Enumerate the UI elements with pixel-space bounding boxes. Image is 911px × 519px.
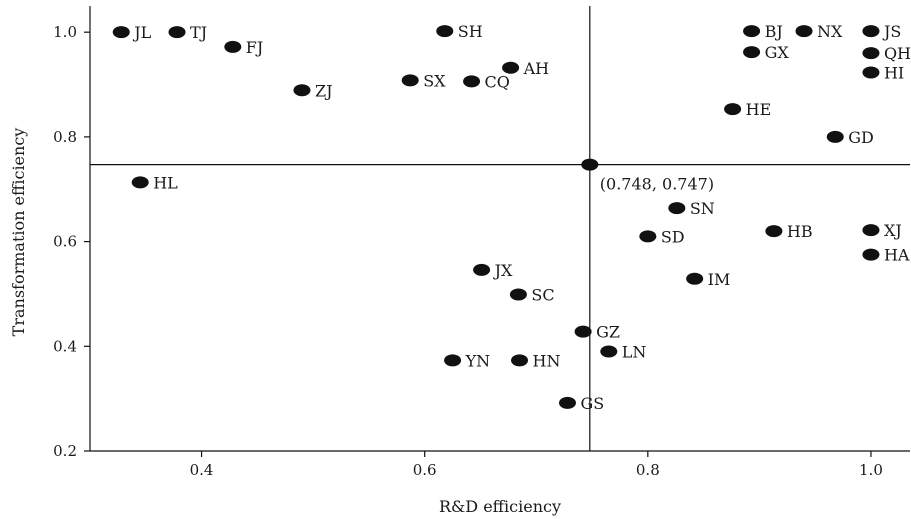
x-tick-label: 1.0: [859, 461, 883, 479]
point-label-hi: HI: [884, 63, 904, 82]
point-label-sh: SH: [458, 22, 483, 41]
point-label-gd: GD: [848, 128, 874, 147]
point-label-hn: HN: [533, 351, 561, 370]
point-label-fj: FJ: [246, 38, 264, 57]
point-ah: [502, 61, 520, 74]
axis-ticks: 0.4 0.6 0.8 1.0 0.2 0.4 0.6 0.8 1.0: [53, 23, 883, 479]
point-hb: [765, 225, 783, 238]
point-im: [686, 272, 704, 285]
point-sc: [509, 288, 527, 301]
point-label-ah: AH: [523, 59, 550, 78]
reference-point-marker: [581, 158, 599, 171]
point-ha: [862, 248, 880, 261]
point-sh: [436, 25, 454, 38]
point-nx: [795, 25, 813, 38]
point-hn: [511, 354, 529, 367]
point-hl: [131, 176, 149, 189]
point-bj: [743, 25, 761, 38]
y-tick-label: 0.6: [53, 233, 77, 251]
point-qh: [862, 47, 880, 60]
point-jx: [473, 263, 491, 276]
x-tick-label: 0.6: [413, 461, 437, 479]
reference-point-label: (0.748, 0.747): [600, 175, 714, 194]
point-label-yn: YN: [465, 351, 491, 370]
point-label-hl: HL: [153, 173, 178, 192]
point-hi: [862, 66, 880, 79]
point-label-xj: XJ: [884, 221, 902, 240]
point-sn: [668, 202, 686, 215]
point-label-cq: CQ: [485, 72, 510, 91]
point-label-zj: ZJ: [315, 81, 333, 100]
point-tj: [168, 26, 186, 39]
point-label-gx: GX: [765, 43, 790, 62]
plot-frame: [89, 6, 910, 452]
point-jl: [112, 26, 130, 39]
point-label-tj: TJ: [190, 23, 207, 42]
point-yn: [444, 354, 462, 367]
point-label-jx: JX: [493, 261, 513, 280]
y-axis-title: Transformation efficiency: [9, 128, 28, 337]
point-fj: [224, 40, 242, 53]
point-label-sd: SD: [661, 227, 685, 246]
point-label-he: HE: [746, 100, 772, 119]
point-gs: [558, 396, 576, 409]
point-label-sx: SX: [423, 71, 446, 90]
point-label-ha: HA: [884, 246, 910, 265]
point-gz: [574, 325, 592, 338]
x-axis-title: R&D efficiency: [439, 497, 561, 516]
y-tick-label: 0.2: [53, 442, 77, 460]
point-label-ln: LN: [622, 343, 647, 362]
point-xj: [862, 224, 880, 237]
point-label-jl: JL: [132, 23, 151, 42]
point-sx: [401, 74, 419, 87]
point-he: [724, 103, 742, 116]
x-tick-label: 0.8: [636, 461, 660, 479]
point-gd: [826, 130, 844, 143]
y-tick-label: 0.4: [53, 337, 77, 355]
point-label-im: IM: [708, 270, 731, 289]
point-gx: [743, 46, 761, 59]
point-cq: [463, 75, 481, 88]
point-label-gs: GS: [580, 394, 604, 413]
point-ln: [600, 345, 618, 358]
point-label-sn: SN: [690, 199, 715, 218]
point-js: [862, 25, 880, 38]
point-label-hb: HB: [787, 222, 813, 241]
point-label-js: JS: [882, 22, 901, 41]
y-tick-label: 1.0: [53, 23, 77, 41]
point-label-qh: QH: [884, 44, 911, 63]
point-label-nx: NX: [817, 22, 843, 41]
point-sd: [639, 230, 657, 243]
reference-lines: [90, 6, 910, 451]
y-tick-label: 0.8: [53, 128, 77, 146]
point-zj: [293, 84, 311, 97]
x-tick-label: 0.4: [190, 461, 214, 479]
point-label-bj: BJ: [765, 22, 783, 41]
point-label-sc: SC: [531, 285, 554, 304]
data-points: (0.748, 0.747) JL TJ FJ ZJ SX SH CQ AH BJ NX JS GX QH…: [112, 22, 911, 413]
point-label-gz: GZ: [596, 323, 620, 342]
